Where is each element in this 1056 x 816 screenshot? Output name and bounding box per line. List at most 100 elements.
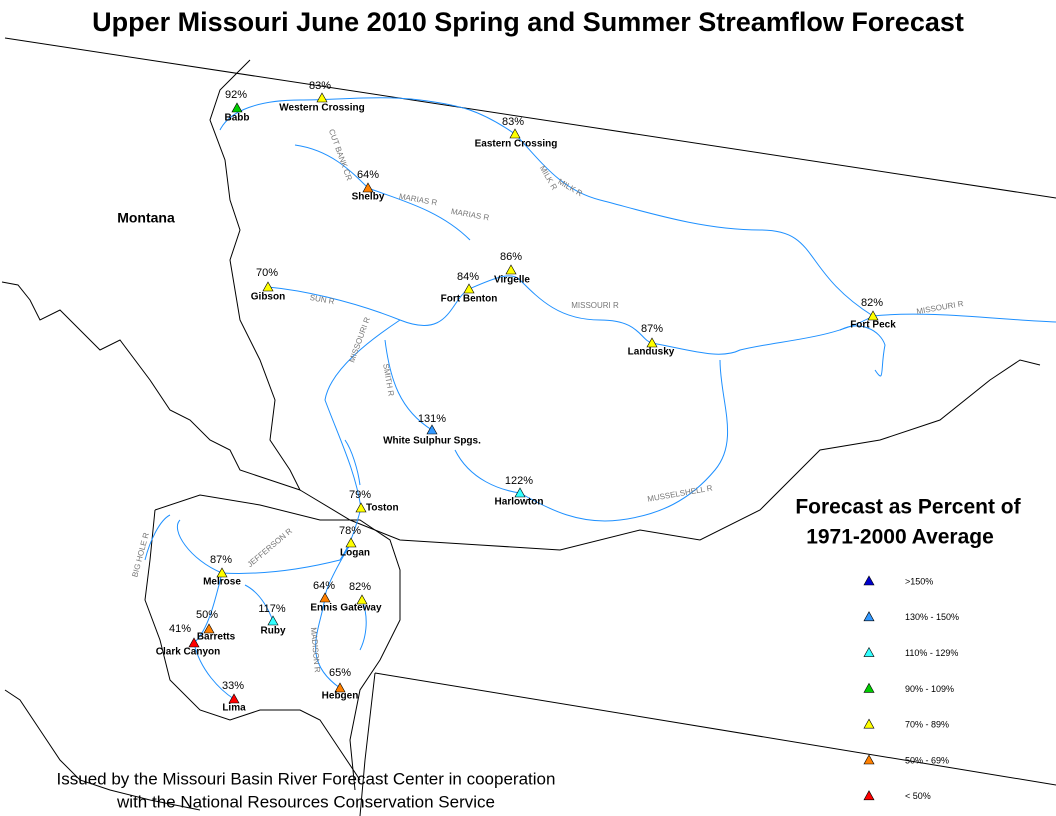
river-label: JEFFERSON R	[246, 526, 295, 569]
station-name: Gibson	[251, 292, 285, 303]
legend-label: 70% - 89%	[905, 720, 949, 730]
station-marker	[509, 128, 521, 139]
station-marker	[863, 718, 875, 729]
stations: 92% Babb 83% Western Crossing 83% Eastern Cro…	[156, 80, 896, 714]
station-marker	[505, 264, 517, 275]
station-marker	[646, 337, 658, 348]
footer: with the National Resources Conservation…	[116, 792, 495, 811]
station-percent: 64%	[313, 580, 335, 592]
station-percent: 82%	[861, 297, 883, 309]
station-name: Toston	[366, 503, 399, 514]
station-name: Logan	[340, 548, 370, 559]
river-label: MADISON R	[309, 627, 322, 673]
station-marker	[316, 92, 328, 103]
station-percent: 92%	[225, 89, 247, 101]
station-percent: 79%	[349, 489, 371, 501]
river-label: MILK R	[556, 177, 584, 198]
station-marker	[267, 615, 279, 626]
station-name: Lima	[222, 703, 246, 714]
station-percent: 84%	[457, 271, 479, 283]
legend: >150% 130% - 150% 110% - 129% 90% - 109% 70%…	[863, 575, 959, 801]
station-marker	[203, 623, 215, 634]
station-marker	[362, 182, 374, 193]
station-marker	[319, 592, 331, 603]
station-name: Hebgen	[322, 691, 359, 702]
station-marker	[334, 682, 346, 693]
legend-label: 50% - 69%	[905, 755, 949, 765]
river-label: MISSOURI R	[916, 299, 965, 316]
station-percent: 117%	[258, 603, 286, 615]
station-marker	[355, 502, 367, 513]
station-name: Landusky	[628, 347, 675, 358]
river-label: MILK R	[538, 164, 559, 192]
station-marker	[262, 281, 274, 292]
legend-label: < 50%	[905, 791, 931, 801]
legend-label: 90% - 109%	[905, 684, 954, 694]
station-name: Shelby	[352, 192, 385, 203]
station-name: Barretts	[197, 632, 236, 643]
station-percent: 41%	[169, 623, 191, 635]
legend-label: >150%	[905, 576, 933, 586]
station-name: Fort Peck	[850, 320, 896, 331]
station-percent: 50%	[196, 609, 218, 621]
river-label: MISSOURI R	[347, 316, 372, 364]
station-percent: 78%	[339, 525, 361, 537]
station-percent: 65%	[329, 667, 351, 679]
station-marker	[514, 487, 526, 498]
station-name: Ruby	[261, 626, 286, 637]
station-marker	[356, 594, 368, 605]
station-marker	[216, 567, 228, 578]
station-percent: 82%	[349, 581, 371, 593]
station-marker	[426, 424, 438, 435]
station-name: Gateway	[340, 603, 382, 614]
footer: Issued by the Missouri Basin River Forec…	[57, 769, 556, 788]
river-label: MARIAS R	[398, 192, 438, 208]
station-name: Babb	[225, 113, 250, 124]
station-name: Ennis	[310, 603, 338, 614]
station-percent: 64%	[357, 169, 379, 181]
station-name: Clark Canyon	[156, 647, 220, 658]
station-name: Fort Benton	[441, 294, 498, 305]
legend-label: 130% - 150%	[905, 612, 959, 622]
station-percent: 87%	[210, 554, 232, 566]
station-marker	[867, 310, 879, 321]
station-marker	[188, 637, 200, 648]
station-percent: 87%	[641, 323, 663, 335]
borders	[1, 37, 1056, 816]
station-marker	[231, 102, 243, 113]
station-marker	[863, 682, 875, 693]
station-marker	[863, 646, 875, 657]
station-marker	[863, 611, 875, 622]
station-marker	[463, 283, 475, 294]
station-marker	[345, 537, 357, 548]
station-marker	[863, 754, 875, 765]
station-name: Virgelle	[494, 275, 530, 286]
legend-title: 1971-2000 Average	[806, 526, 994, 549]
station-percent: 33%	[222, 680, 244, 692]
station-percent: 83%	[502, 116, 524, 128]
river-label: MARIAS R	[450, 207, 490, 223]
river-label: BIG HOLE R	[130, 531, 151, 578]
station-percent: 122%	[505, 475, 533, 487]
station-percent: 131%	[418, 413, 446, 425]
station-marker	[228, 693, 240, 704]
station-marker	[863, 790, 875, 801]
station-name: Melrose	[203, 577, 241, 588]
station-percent: 83%	[309, 80, 331, 92]
station-percent: 86%	[500, 251, 522, 263]
river-label: SMITH R	[381, 363, 396, 397]
title: Upper Missouri June 2010 Spring and Summ…	[92, 7, 964, 37]
river-label: MISSOURI R	[571, 301, 619, 310]
river-label: CUT BANK CR	[327, 128, 354, 182]
station-percent: 70%	[256, 267, 278, 279]
station-name: Eastern Crossing	[475, 139, 558, 150]
river-label: SUN R	[309, 293, 335, 306]
station-name: Harlowton	[495, 497, 544, 508]
station-marker	[863, 575, 875, 586]
legend-label: 110% - 129%	[905, 648, 958, 658]
state-label: Montana	[117, 210, 175, 226]
legend-title: Forecast as Percent of	[795, 496, 1021, 519]
station-name: White Sulphur Spgs.	[383, 436, 481, 447]
